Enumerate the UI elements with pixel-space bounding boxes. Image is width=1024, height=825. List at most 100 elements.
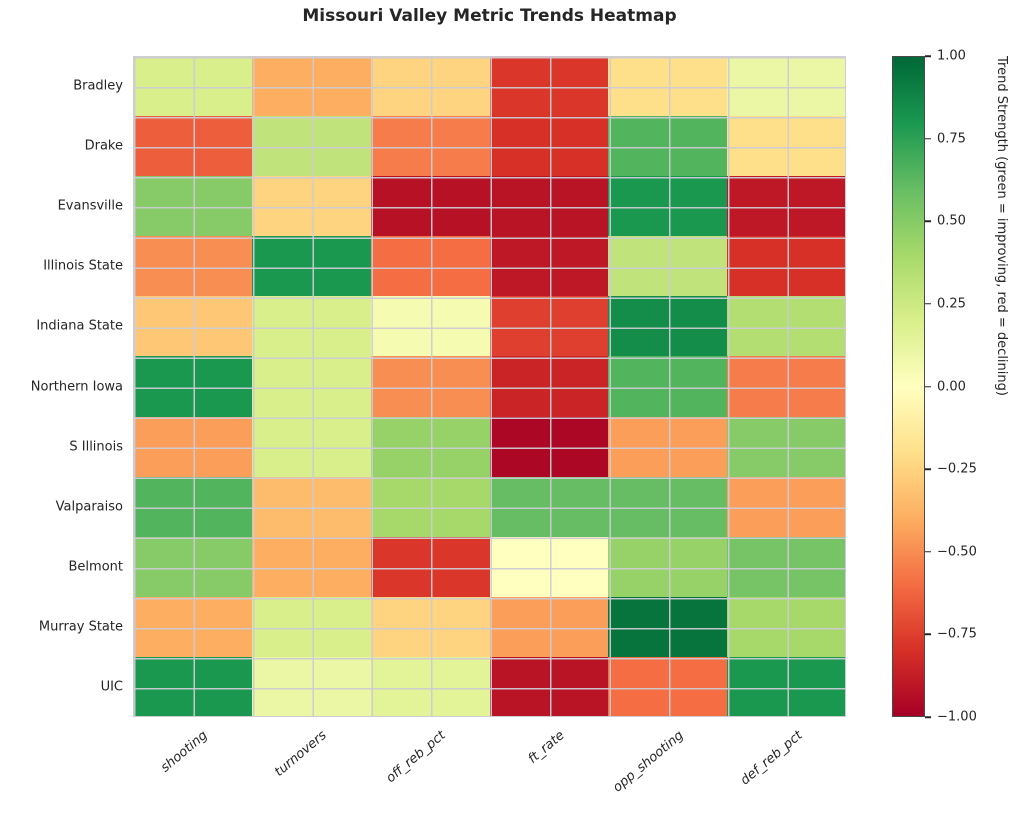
heatmap-cell bbox=[727, 56, 846, 117]
heatmap-cell bbox=[727, 476, 846, 537]
colorbar-tick-label: −0.75 bbox=[937, 626, 977, 642]
heatmap-cell bbox=[370, 596, 490, 657]
heatmap-cell bbox=[251, 116, 371, 177]
heatmap-cell bbox=[608, 116, 728, 177]
heatmap-cell bbox=[608, 476, 728, 537]
heatmap-cell bbox=[489, 176, 609, 237]
colorbar-tick-label: 0.50 bbox=[937, 213, 966, 229]
heatmap-cell bbox=[608, 296, 728, 357]
heatmap-cell bbox=[489, 596, 609, 657]
y-tick-label: Valparaiso bbox=[55, 499, 123, 515]
heatmap-cell bbox=[489, 56, 609, 117]
heatmap-cell bbox=[608, 56, 728, 117]
colorbar-tick-mark bbox=[925, 303, 931, 305]
heatmap-cell bbox=[251, 536, 371, 597]
heatmap-grid bbox=[133, 56, 846, 717]
colorbar-axis-label: Trend Strength (green = improving, red =… bbox=[994, 56, 1009, 396]
colorbar-tick-mark bbox=[925, 468, 931, 470]
heatmap-cell bbox=[370, 656, 490, 717]
heatmap-cell bbox=[370, 116, 490, 177]
heatmap-cell bbox=[251, 656, 371, 717]
colorbar-tick-label: 0.25 bbox=[937, 296, 966, 312]
heatmap-cell bbox=[727, 116, 846, 177]
heatmap-cell bbox=[608, 656, 728, 717]
y-tick-label: Bradley bbox=[73, 78, 123, 94]
heatmap-cell bbox=[727, 416, 846, 477]
heatmap-cell bbox=[251, 236, 371, 297]
heatmap-cell bbox=[370, 236, 490, 297]
chart-title: Missouri Valley Metric Trends Heatmap bbox=[302, 6, 677, 26]
heatmap-cell bbox=[251, 596, 371, 657]
colorbar-tick-mark bbox=[925, 137, 931, 140]
heatmap-cell bbox=[489, 356, 609, 417]
heatmap-cell bbox=[370, 536, 490, 597]
y-tick-label: Evansville bbox=[57, 198, 123, 214]
heatmap-cell bbox=[489, 656, 609, 717]
y-tick-label: Illinois State bbox=[43, 258, 123, 274]
x-tick-label: def_reb_pct bbox=[737, 728, 806, 789]
colorbar-tick-mark bbox=[925, 633, 931, 636]
heatmap-cell bbox=[727, 296, 846, 357]
heatmap-cell bbox=[727, 356, 846, 417]
heatmap-cell bbox=[608, 176, 728, 237]
y-tick-label: Drake bbox=[84, 138, 123, 154]
heatmap-cell bbox=[608, 236, 728, 297]
x-tick-label: shooting bbox=[158, 728, 212, 776]
colorbar-tick-label: 1.00 bbox=[937, 48, 966, 64]
heatmap-cell bbox=[251, 476, 371, 537]
x-tick-label: opp_shooting bbox=[610, 728, 687, 796]
heatmap-cell bbox=[727, 176, 846, 237]
colorbar-tick-label: −1.00 bbox=[937, 709, 977, 725]
heatmap-cell bbox=[251, 356, 371, 417]
heatmap-cell bbox=[251, 56, 371, 117]
heatmap-cell bbox=[133, 416, 252, 477]
heatmap-cell bbox=[133, 536, 252, 597]
heatmap-cell bbox=[370, 416, 490, 477]
heatmap-cell bbox=[608, 356, 728, 417]
heatmap-cell bbox=[727, 596, 846, 657]
heatmap-cell bbox=[727, 536, 846, 597]
colorbar-tick-mark bbox=[925, 385, 931, 388]
y-tick-label: Northern Iowa bbox=[30, 379, 123, 394]
x-tick-label: ft_rate bbox=[525, 728, 568, 767]
heatmap-cell bbox=[370, 356, 490, 417]
heatmap-cell bbox=[251, 296, 371, 357]
y-tick-label: Murray State bbox=[38, 619, 123, 635]
heatmap-cell bbox=[133, 476, 252, 537]
y-tick-label: S Illinois bbox=[69, 439, 123, 455]
x-tick-label: off_reb_pct bbox=[383, 728, 449, 787]
heatmap-cell bbox=[489, 116, 609, 177]
heatmap-cell bbox=[727, 236, 846, 297]
colorbar-tick-mark bbox=[925, 551, 931, 553]
heatmap-cell bbox=[608, 596, 728, 657]
heatmap-cell bbox=[133, 596, 252, 657]
colorbar-tick-label: 0.75 bbox=[937, 131, 966, 147]
heatmap-cell bbox=[133, 356, 252, 417]
y-tick-label: Belmont bbox=[68, 559, 123, 575]
heatmap-cell bbox=[489, 476, 609, 537]
heatmap-cell bbox=[489, 416, 609, 477]
heatmap-cell bbox=[370, 176, 490, 237]
y-tick-label: Indiana State bbox=[36, 318, 123, 334]
heatmap-cell bbox=[133, 176, 252, 237]
heatmap-cell bbox=[133, 236, 252, 297]
colorbar-gradient bbox=[892, 56, 925, 717]
heatmap-cell bbox=[489, 536, 609, 597]
heatmap-cell bbox=[727, 656, 846, 717]
heatmap-cell bbox=[133, 56, 252, 117]
heatmap-cell bbox=[251, 416, 371, 477]
colorbar-tick-label: 0.00 bbox=[937, 379, 966, 394]
colorbar-tick-mark bbox=[925, 220, 931, 222]
heatmap-cell bbox=[370, 56, 490, 117]
heatmap-cell bbox=[608, 416, 728, 477]
heatmap-cell bbox=[608, 536, 728, 597]
y-tick-label: UIC bbox=[100, 679, 123, 695]
heatmap-cell bbox=[489, 236, 609, 297]
heatmap-cell bbox=[133, 296, 252, 357]
colorbar-tick-label: −0.50 bbox=[937, 544, 977, 560]
heatmap-cell bbox=[133, 116, 252, 177]
heatmap-cell bbox=[370, 476, 490, 537]
heatmap-cell bbox=[370, 296, 490, 357]
x-tick-label: turnovers bbox=[272, 728, 330, 780]
